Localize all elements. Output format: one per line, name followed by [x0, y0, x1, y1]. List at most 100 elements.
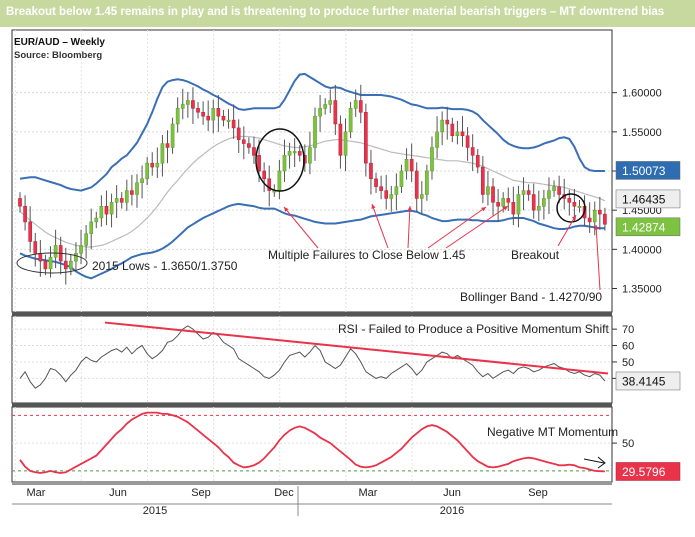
breakout-annotation: Breakout: [511, 248, 560, 262]
rsi-trendline: [104, 321, 609, 375]
candle-body: [282, 155, 287, 172]
failure-circle: [255, 128, 305, 192]
bollinger-bands: [19, 72, 606, 280]
bollinger-annotation: Bollinger Band - 1.4270/90: [460, 290, 602, 304]
candle-body: [399, 170, 404, 187]
year-label: 2016: [440, 505, 464, 517]
lows-ellipse: [16, 252, 88, 274]
candle-body: [165, 143, 170, 148]
candle-body: [201, 112, 205, 117]
bollinger-lower-line: [19, 202, 605, 280]
candle-body: [186, 100, 190, 105]
candle-body: [236, 127, 241, 140]
panel-frame-3: [11, 406, 613, 483]
month-tick-label: Sep: [191, 487, 211, 499]
candle-body: [343, 131, 348, 156]
failure-arrow-head: [284, 207, 289, 212]
candle-body: [455, 131, 460, 136]
panel-separator-1: [12, 312, 612, 316]
momentum-arrow: [583, 458, 605, 464]
candle-body: [425, 170, 429, 195]
candle-body: [114, 198, 119, 203]
candle-body: [48, 256, 53, 270]
candle-body: [297, 151, 302, 156]
failure-arrow: [407, 205, 411, 249]
candle-body: [231, 119, 236, 129]
candle-body: [557, 186, 561, 195]
annotation-shapes: [16, 128, 601, 291]
candle-body: [135, 182, 139, 195]
candle-body: [196, 108, 200, 113]
candle-body: [379, 186, 383, 191]
candle-body: [516, 194, 521, 215]
month-tick-label: Dec: [274, 487, 294, 499]
candle-body: [587, 217, 592, 223]
failure-arrow: [283, 206, 319, 249]
candle-body: [465, 135, 470, 148]
candle-body: [547, 190, 551, 199]
candle-body: [364, 112, 368, 164]
candle-body: [470, 147, 475, 156]
momentum-annotation: Negative MT Momentum: [487, 425, 618, 439]
month-tick-label: Mar: [27, 487, 46, 499]
candle-body: [94, 217, 99, 223]
bollinger-upper-line: [19, 72, 605, 192]
month-tick-label: Mar: [359, 487, 378, 499]
candle-body: [23, 206, 27, 223]
candle-body: [191, 100, 195, 109]
candle-body: [328, 100, 333, 105]
momentum-line: [19, 411, 605, 474]
failure-arrow-head: [481, 207, 486, 212]
candle-body: [475, 155, 480, 168]
candle-body: [445, 119, 450, 125]
candle-body: [369, 162, 373, 180]
month-tick-label: Jun: [109, 487, 127, 499]
candle-body: [28, 221, 32, 242]
candle-body: [216, 108, 221, 117]
chart-header-bar: Breakout below 1.45 remains in play and …: [0, 0, 695, 27]
price-value-tag-label: 1.46435: [622, 192, 666, 206]
breakout-arrow: [557, 214, 577, 247]
candle-body: [384, 190, 389, 199]
candle-body: [460, 131, 465, 136]
candle-body: [374, 178, 378, 187]
candle-body: [74, 253, 78, 262]
candle-body: [130, 190, 134, 195]
failure-arrow: [427, 206, 487, 249]
candle-body: [79, 245, 83, 254]
month-tick-label: Jun: [443, 487, 461, 499]
candle-body: [145, 162, 149, 180]
rsi-value-tag-label: 38.4145: [622, 374, 666, 388]
candle-body: [43, 260, 48, 270]
candle-body: [140, 178, 144, 183]
candle-body: [348, 108, 353, 133]
candle-body: [409, 159, 414, 172]
candle-body: [536, 206, 541, 211]
candle-body: [358, 100, 363, 113]
bollinger-arrow-head: [594, 225, 599, 230]
bollinger-arrow: [595, 224, 601, 291]
candle-body: [313, 115, 317, 148]
price-tick-label: 1.40000: [622, 244, 662, 256]
candle-body: [18, 198, 22, 207]
candle-body: [84, 233, 88, 246]
candle-body: [501, 198, 506, 207]
rsi-tick-label: 50: [622, 357, 634, 369]
candle-body: [206, 115, 211, 121]
candlestick-series: [18, 84, 607, 285]
instrument-label: EUR/AUD – Weekly: [14, 37, 105, 48]
candle-body: [496, 202, 500, 207]
candle-body: [69, 260, 73, 270]
candle-body: [38, 253, 43, 262]
candle-body: [450, 123, 455, 136]
candle-body: [338, 123, 343, 156]
candle-body: [440, 119, 444, 133]
momentum-tick-label: 50: [622, 438, 634, 450]
candle-body: [394, 186, 399, 195]
candle-body: [124, 190, 129, 203]
candle-body: [155, 162, 160, 168]
candle-body: [89, 221, 94, 234]
candle-body: [287, 151, 292, 156]
